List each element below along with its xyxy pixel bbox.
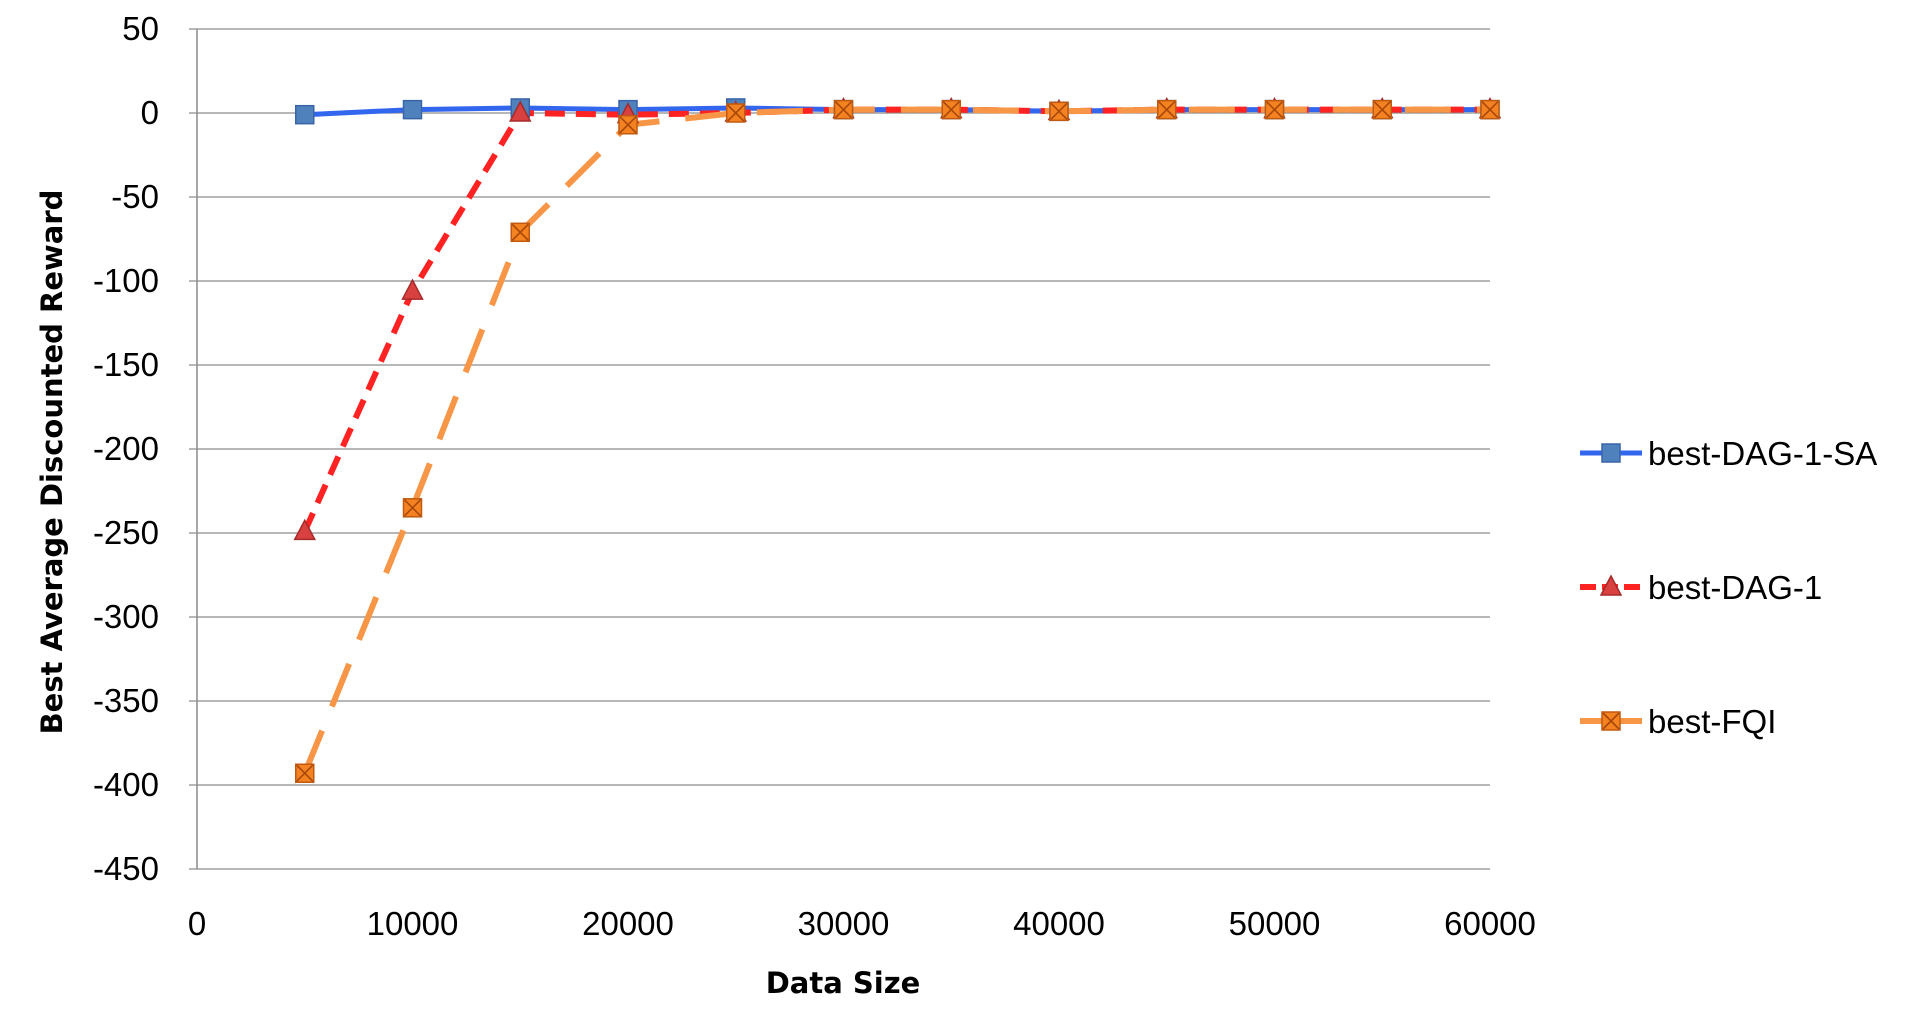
y-tick-label: -200 [93, 430, 159, 467]
x-tick-label: 30000 [798, 905, 890, 942]
marker-cross [403, 499, 422, 517]
data-point [726, 103, 746, 123]
data-point [293, 518, 316, 541]
data-point [509, 100, 532, 122]
marker-cross [1373, 101, 1391, 119]
data-point [1049, 101, 1069, 122]
data-point [941, 99, 961, 120]
legend-item-best-DAG-1: best-DAG-1 [1580, 569, 1822, 606]
data-point [1480, 99, 1500, 120]
gridlines [189, 28, 1490, 870]
x-tick-label: 40000 [1013, 905, 1105, 942]
marker-cross [1158, 101, 1176, 119]
marker-cross [942, 101, 960, 119]
marker-cross [296, 764, 314, 782]
marker-cross [619, 116, 637, 134]
y-tick-label: -50 [111, 178, 159, 215]
data-point [402, 99, 423, 120]
legend-label: best-FQI [1648, 703, 1776, 740]
series-line-best-DAG-1 [302, 106, 1490, 533]
x-axis-title: Data Size [766, 966, 921, 1000]
series-lines [302, 105, 1493, 775]
x-tick-label: 20000 [582, 905, 674, 942]
x-tick-labels: 0 10000 20000 30000 40000 50000 60000 [188, 905, 1536, 942]
y-tick-label: -350 [93, 682, 159, 719]
marker-cross [511, 223, 529, 241]
legend-label: best-DAG-1-SA [1648, 435, 1877, 472]
y-tick-labels: 50 0 -50 -100 -150 -200 -250 -300 -350 -400 -450 [93, 10, 159, 887]
marker-cross [1602, 712, 1620, 730]
marker-cross [1481, 101, 1499, 119]
data-point [401, 278, 424, 300]
y-tick-label: -150 [93, 346, 159, 383]
legend-item-best-FQI: best-FQI [1580, 703, 1776, 740]
marker-cross [834, 101, 853, 119]
series-line-best-FQI [302, 106, 1490, 775]
data-point [295, 104, 315, 125]
legend: best-DAG-1-SA best-DAG-1 best-FQI [1580, 435, 1877, 740]
legend-label: best-DAG-1 [1648, 569, 1822, 606]
y-tick-label: -250 [93, 514, 159, 551]
data-point [1599, 574, 1623, 596]
data-point [1372, 99, 1392, 120]
y-tick-label: -450 [93, 850, 159, 887]
y-axis-title: Best Average Discounted Reward [35, 190, 69, 735]
data-point [1264, 99, 1285, 120]
marker-cross [727, 104, 745, 122]
y-tick-label: -300 [93, 598, 159, 635]
marker-cross [1050, 102, 1068, 120]
data-point [402, 498, 423, 518]
y-tick-label: -100 [93, 262, 159, 299]
data-point [833, 99, 854, 120]
data-point [510, 222, 530, 243]
x-tick-label: 50000 [1229, 905, 1321, 942]
series-markers [293, 97, 1502, 783]
x-tick-label: 10000 [367, 905, 459, 942]
data-point [1157, 99, 1177, 120]
y-tick-label: 50 [122, 10, 159, 47]
x-tick-label: 60000 [1444, 905, 1536, 942]
legend-item-best-DAG-1-SA: best-DAG-1-SA [1580, 435, 1877, 472]
data-point [295, 763, 315, 783]
y-tick-label: 0 [141, 94, 159, 131]
data-point [1601, 443, 1621, 463]
data-point [1601, 711, 1621, 731]
x-tick-label: 0 [188, 905, 206, 942]
y-tick-label: -400 [93, 766, 159, 803]
data-point [618, 115, 638, 135]
marker-cross [1265, 101, 1284, 119]
